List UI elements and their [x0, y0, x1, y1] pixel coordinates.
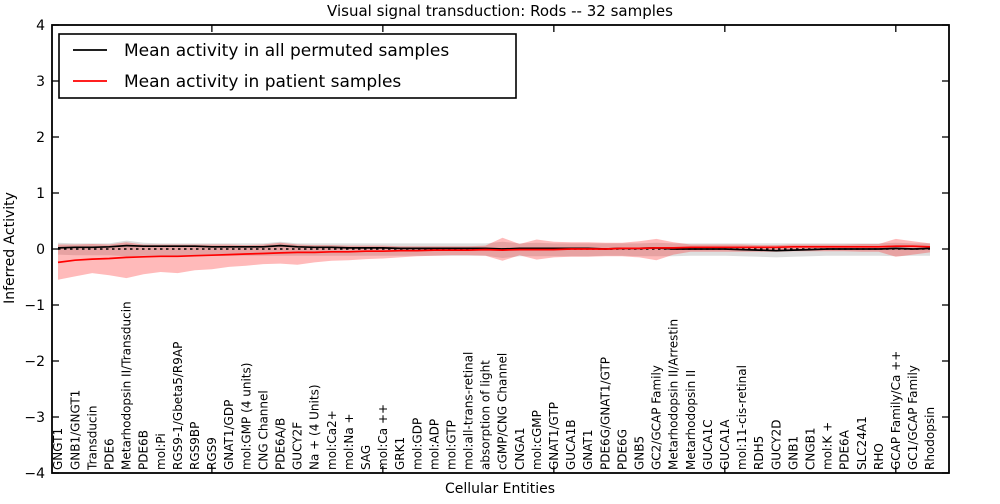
x-axis-label: Cellular Entities: [445, 481, 555, 497]
y-tick-label: 1: [36, 186, 45, 202]
x-category-label: mol:ADP: [427, 419, 441, 470]
x-category-label: GC1/GCAP Family: [906, 365, 920, 470]
y-tick-label: 2: [36, 130, 45, 146]
x-category-label: SAG: [359, 445, 373, 470]
x-category-label: mol:Na +: [342, 413, 356, 470]
x-category-label: Transducin: [85, 406, 99, 471]
y-tick-label: −4: [24, 466, 45, 482]
legend: Mean activity in all permuted samples Me…: [58, 33, 517, 99]
x-category-label: RGS9-1/Gbeta5/R9AP: [171, 342, 185, 470]
x-category-label: CNGA1: [513, 428, 527, 471]
legend-frame: [58, 33, 517, 99]
x-category-label: GNB5: [633, 436, 647, 470]
x-category-label: RDH5: [752, 436, 766, 470]
x-category-label: GNAT1/GTP: [547, 402, 561, 470]
x-category-label: Metarhodopsin II/Transducin: [120, 301, 134, 470]
x-category-label: GUCA1B: [564, 419, 578, 470]
x-category-label: PDE6A/B: [274, 418, 288, 470]
x-category-label: Rhodopsin: [923, 407, 937, 470]
y-tick-label: −3: [24, 410, 45, 426]
x-category-label: RGS9: [205, 437, 219, 470]
x-category-label: absorption of light: [479, 360, 493, 470]
y-tick-label: 3: [36, 74, 45, 90]
x-category-label: RHO: [872, 443, 886, 470]
y-tick-labels: 4 3 2 1 0 −1 −2 −3 −4: [24, 18, 45, 482]
x-category-labels: GNGT1 GNB1/GNGT1 Transducin PDE6 Metarhodops…: [51, 301, 937, 471]
y-tick-label: −1: [24, 298, 45, 314]
x-category-label: GUCY2D: [769, 420, 783, 470]
x-category-label: mol:Ca ++: [376, 404, 390, 470]
x-category-label: GCAP Family/Ca ++: [889, 351, 903, 470]
x-category-label: mol:Ca2+: [325, 410, 339, 470]
x-category-label: GNB1: [786, 436, 800, 470]
x-category-label: CNGB1: [804, 427, 818, 470]
axis-ticks: [52, 24, 949, 474]
x-category-label: mol:GMP (4 units): [239, 363, 253, 470]
x-category-label: GNGT1: [51, 428, 65, 470]
legend-label-permuted: Mean activity in all permuted samples: [124, 41, 449, 61]
x-category-label: mol:11-cis-retinal: [735, 365, 749, 470]
x-category-label: Na + (4 Units): [308, 384, 322, 470]
x-category-label: GUCY2F: [291, 422, 305, 470]
x-category-label: mol:GDP: [410, 418, 424, 470]
x-category-label: cGMP/CNG Channel: [496, 353, 510, 470]
y-axis-label: Inferred Activity: [2, 192, 18, 304]
mean-line-permuted: [57, 244, 931, 252]
x-category-label: mol:K +: [821, 422, 835, 470]
x-category-label: GNB1/GNGT1: [68, 390, 82, 470]
x-category-label: PDE6A: [838, 429, 852, 470]
y-tick-label: 4: [36, 18, 45, 34]
x-category-label: PDE6B: [137, 430, 151, 470]
x-category-label: GUCA1C: [701, 419, 715, 470]
x-category-label: mol:Pi: [154, 433, 168, 470]
mean-line-patient: [57, 245, 931, 264]
x-category-label: GNAT1: [581, 429, 595, 470]
x-category-label: CNG Channel: [256, 390, 270, 470]
y-tick-label: −2: [24, 354, 45, 370]
chart-title: Visual signal transduction: Rods -- 32 s…: [327, 2, 673, 20]
x-category-label: RGS9BP: [188, 422, 202, 470]
x-category-label: Metarhodopsin II: [684, 370, 698, 470]
x-category-label: Metarhodopsin II/Arrestin: [667, 319, 681, 470]
x-category-label: PDE6G/GNAT1/GTP: [598, 357, 612, 470]
y-tick-label: 0: [36, 242, 45, 258]
x-category-label: mol:cGMP: [530, 410, 544, 470]
x-category-label: PDE6G: [615, 429, 629, 470]
confidence-bands: [58, 237, 930, 280]
x-category-label: mol:all-trans-retinal: [462, 352, 476, 470]
x-category-label: GUCA1A: [718, 419, 732, 470]
x-category-label: SLC24A1: [855, 416, 869, 470]
x-category-label: GNAT1/GDP: [222, 400, 236, 470]
series-lines: [57, 244, 931, 264]
x-category-label: mol:GTP: [445, 420, 459, 470]
x-category-label: GC2/GCAP Family: [650, 365, 664, 470]
x-category-label: GRK1: [393, 437, 407, 470]
legend-label-patient: Mean activity in patient samples: [124, 72, 401, 92]
x-category-label: PDE6: [103, 438, 117, 470]
